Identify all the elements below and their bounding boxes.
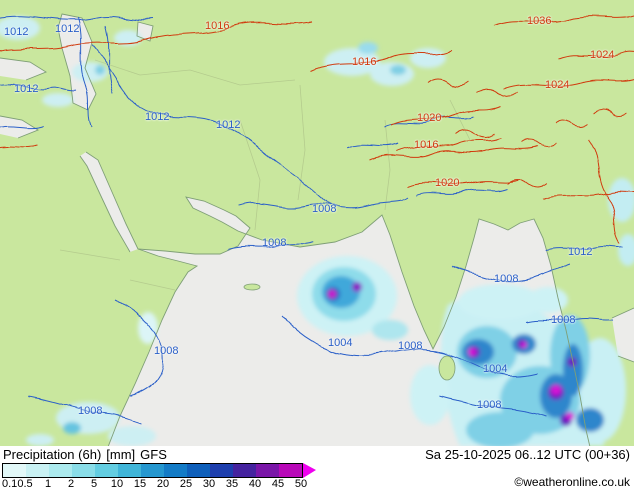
- scale-segment: [164, 464, 187, 477]
- scale-label: 30: [202, 478, 216, 490]
- scale-label: 25: [179, 478, 193, 490]
- sri-lanka: [438, 355, 456, 381]
- scale-label: 35: [225, 478, 239, 490]
- gulf-of-thailand: [612, 308, 634, 362]
- scale-label: 40: [248, 478, 262, 490]
- coastlines: [0, 13, 634, 446]
- socotra: [243, 283, 261, 291]
- map-canvas: [0, 0, 634, 446]
- model-name: GFS: [140, 447, 167, 462]
- country-borders: [59, 59, 471, 291]
- scale-label: 5: [90, 478, 98, 490]
- product-line: Precipitation (6h) [mm] GFS: [3, 447, 167, 462]
- scale-label: 15: [133, 478, 147, 490]
- scale-segment: [233, 464, 256, 477]
- scale-segment: [26, 464, 49, 477]
- mediterranean-sea: [0, 116, 38, 138]
- scale-label: 1: [44, 478, 52, 490]
- product-unit: [mm]: [106, 447, 136, 462]
- scale-label: 2: [67, 478, 75, 490]
- scale-bar-segments: [2, 463, 303, 478]
- copyright: ©weatheronline.co.uk: [514, 475, 630, 489]
- isobars-blue: [0, 15, 625, 424]
- isobars-red: [0, 14, 634, 245]
- scale-label: 45: [271, 478, 285, 490]
- footer-bar: Precipitation (6h) [mm] GFS Sa 25-10-202…: [0, 446, 634, 490]
- scale-label: 20: [156, 478, 170, 490]
- scale-label: 0.5: [17, 478, 33, 490]
- scale-segment: [210, 464, 233, 477]
- valid-time: Sa 25-10-2025 06..12 UTC (00+36): [425, 447, 630, 462]
- product-name: Precipitation (6h): [3, 447, 102, 462]
- scale-arrow: [303, 463, 316, 478]
- scale-segment: [49, 464, 72, 477]
- scale-segment: [118, 464, 141, 477]
- islands-over: [243, 283, 456, 381]
- scale-label: 10: [110, 478, 124, 490]
- scale-label: 0.1: [2, 478, 18, 490]
- scale-segment: [279, 464, 302, 477]
- red-sea: [80, 152, 138, 252]
- scale-segment: [256, 464, 279, 477]
- caspian-sea: [58, 14, 96, 110]
- precipitation-layer: [0, 16, 634, 446]
- scale-labels: 0.1 0.5 1 2 5 10 15 20 25 30 35 40 45 50: [0, 478, 360, 490]
- scale-segment: [141, 464, 164, 477]
- scale-label: 50: [294, 478, 308, 490]
- scale-segment: [72, 464, 95, 477]
- scale-segment: [95, 464, 118, 477]
- black-sea: [0, 58, 46, 80]
- scale-segment: [3, 464, 26, 477]
- scale-segment: [187, 464, 210, 477]
- weather-map: 1012 1012 1012 1012 1012 1008 1008 1008 1008 1004…: [0, 0, 634, 446]
